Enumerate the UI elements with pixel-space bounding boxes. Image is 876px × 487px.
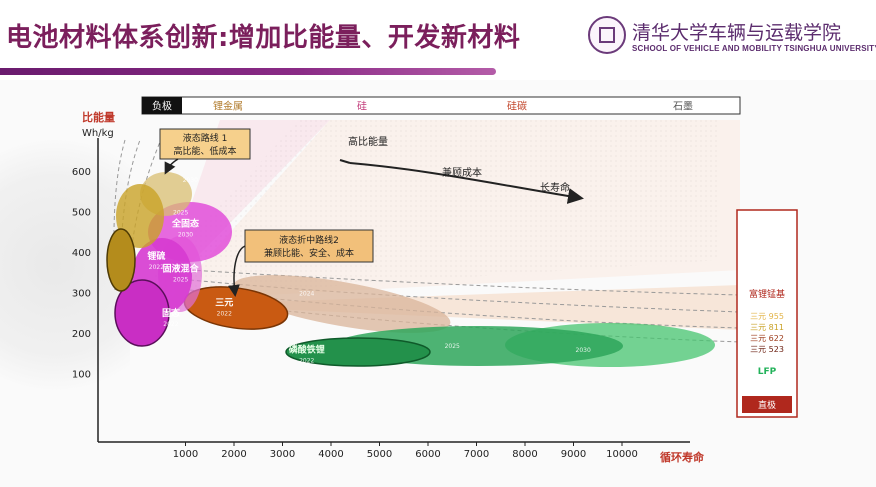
y-tick-label: 500: [72, 208, 91, 219]
route1-arrow: [164, 158, 179, 175]
region-label: 磷酸铁锂: [289, 343, 325, 355]
region-solid-2022: [114, 279, 170, 347]
region-label: 三元: [215, 298, 233, 309]
y-tick-label: 200: [72, 329, 91, 340]
university-name-en: SCHOOL OF VEHICLE AND MOBILITY TSINGHUA …: [632, 44, 876, 53]
region-label: 锂硫: [147, 250, 165, 262]
region-liquid-2022: [106, 228, 136, 292]
region-year: 2030: [183, 177, 198, 184]
regions: [106, 172, 715, 367]
x-axis-title: 循环寿命: [660, 450, 705, 464]
region-label: 固态: [162, 307, 180, 319]
anode-seg-3: 硅碳: [507, 100, 527, 113]
region-lfp-2022: [285, 337, 431, 367]
x-tick-label: 4000: [318, 449, 343, 460]
x-tick-label: 3000: [270, 449, 295, 460]
route1-desc: 高比能、低成本: [173, 145, 236, 157]
anode-bar-label: 负极: [152, 100, 172, 113]
annotation-long-life: 长寿命: [540, 181, 570, 194]
side-legend-title: 富锂锰基: [749, 288, 785, 300]
trend-arrow: [349, 162, 584, 204]
trend-arrow-tail: [339, 159, 351, 164]
header: 电池材料体系创新:增加比能量、开发新材料 清华大学车辆与运载学院 SCHOOL …: [0, 0, 876, 80]
region-year: 2030: [576, 347, 591, 354]
x-tick-label: 10000: [606, 449, 638, 460]
route1-box: 液态路线 1 高比能、低成本: [159, 128, 251, 160]
anode-seg-1: 锂金属: [213, 100, 243, 113]
x-tick-label: 6000: [415, 449, 440, 460]
x-tick-label: 5000: [367, 449, 392, 460]
region-year: 2022: [217, 311, 232, 318]
anode-seg-2: 硅: [357, 100, 367, 113]
side-legend-item-1: 三元 955: [750, 312, 784, 321]
side-legend-lfp: LFP: [758, 367, 777, 377]
fan-orange: [180, 285, 740, 330]
route2-box: 液态折中路线2 兼顾比能、安全、成本: [244, 229, 374, 263]
y-tick-label: 100: [72, 370, 91, 381]
route2-desc: 兼顾比能、安全、成本: [264, 247, 354, 259]
title-underline: [0, 68, 496, 75]
x-tick-label: 7000: [464, 449, 489, 460]
region-label: 固液混合: [163, 262, 200, 274]
route2-arrow: [227, 245, 246, 297]
y-tick-labels: 100 200 300 400 500 600: [72, 167, 91, 381]
route1-title: 液态路线 1: [183, 132, 228, 144]
region-ternary-2024: [233, 275, 451, 333]
side-legend-item-3: 三元 622: [750, 334, 784, 343]
x-tick-labels: 1000 2000 3000 4000 5000 6000 7000 8000 9000 1000…: [173, 442, 638, 460]
route2-title: 液态折中路线2: [279, 234, 339, 246]
region-labels: 三元20222024磷酸铁锂202220252030固态2022固液混合2025…: [147, 177, 591, 364]
y-tick-label: 600: [72, 167, 91, 178]
region-year: 2022: [149, 264, 164, 271]
region-year: 2025: [173, 210, 188, 217]
x-tick-label: 1000: [173, 449, 198, 460]
y-axis-title: 比能量: [82, 110, 115, 124]
x-tick-label: 9000: [561, 449, 586, 460]
region-year: 2025: [445, 343, 460, 350]
y-axis-unit: Wh/kg: [82, 128, 114, 139]
region-year: 2022: [299, 357, 314, 364]
direction-label: 直极: [758, 399, 776, 411]
region-label: 全固态: [171, 218, 199, 230]
y-tick-label: 300: [72, 289, 91, 300]
annotation-high-energy: 高比能量: [348, 135, 388, 148]
side-legend-item-2: 三元 811: [750, 323, 784, 332]
annotation-balance-cost: 兼顾成本: [442, 166, 482, 179]
side-legend: 富锂锰基 三元 955 三元 811 三元 622 三元 523 LFP 直极: [736, 209, 798, 418]
chart: 负极 锂金属 硅 硅碳 石墨 比能量 Wh/kg 循环寿命 1000 2000 30…: [72, 96, 798, 464]
y-tick-label: 400: [72, 248, 91, 259]
side-legend-item-4: 三元 523: [750, 345, 784, 354]
university-name-cn: 清华大学车辆与运载学院: [632, 22, 842, 44]
anode-bar: 负极 锂金属 硅 硅碳 石墨: [141, 96, 741, 115]
page-title: 电池材料体系创新:增加比能量、开发新材料: [6, 23, 521, 53]
direction-box: [742, 396, 792, 413]
anode-seg-4: 石墨: [673, 101, 693, 113]
region-year: 2024: [299, 291, 314, 298]
region-year: 2022: [163, 321, 178, 328]
region-year: 2030: [178, 232, 193, 239]
x-tick-label: 2000: [221, 449, 246, 460]
x-tick-label: 8000: [512, 449, 537, 460]
university-seal-icon: [588, 16, 626, 54]
region-year: 2025: [173, 276, 188, 283]
